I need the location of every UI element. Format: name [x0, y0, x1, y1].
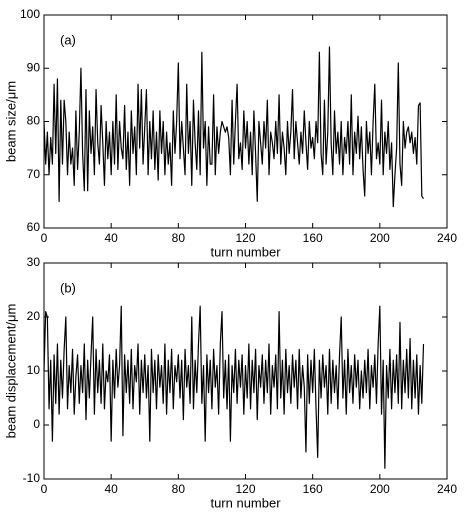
panel-annotation: (a) — [60, 32, 76, 47]
plot-frame — [43, 14, 448, 229]
y-tick-label: 100 — [20, 7, 40, 21]
data-line — [43, 305, 425, 469]
y-tick-label: 90 — [27, 60, 41, 74]
x-axis-label: turn number — [210, 495, 281, 510]
data-line — [43, 46, 424, 208]
x-tick-label: 120 — [235, 231, 255, 245]
x-axis-label: turn number — [210, 244, 281, 259]
y-axis-label: beam displacement/μm — [3, 304, 18, 439]
y-tick-label: 20 — [27, 309, 41, 323]
x-tick-label: 80 — [172, 482, 186, 496]
y-tick-label: 80 — [27, 114, 41, 128]
x-tick-label: 0 — [41, 231, 48, 245]
x-tick-label: 120 — [235, 482, 255, 496]
x-tick-label: 160 — [303, 231, 323, 245]
y-tick-label: 60 — [27, 220, 41, 234]
x-tick-label: 40 — [104, 482, 118, 496]
y-tick-label: 0 — [33, 417, 40, 431]
x-tick-label: 80 — [172, 231, 186, 245]
y-axis-label: beam size/μm — [3, 81, 18, 162]
x-tick-label: 240 — [437, 231, 457, 245]
x-tick-label: 240 — [437, 482, 457, 496]
y-tick-label: -10 — [23, 471, 41, 485]
x-tick-label: 200 — [370, 482, 390, 496]
y-tick-label: 10 — [27, 363, 41, 377]
y-tick-label: 30 — [27, 255, 41, 269]
y-tick-label: 70 — [27, 167, 41, 181]
x-tick-label: 0 — [41, 482, 48, 496]
x-tick-label: 40 — [104, 231, 118, 245]
x-tick-label: 160 — [303, 482, 323, 496]
panel-annotation: (b) — [60, 280, 76, 295]
x-tick-label: 200 — [370, 231, 390, 245]
